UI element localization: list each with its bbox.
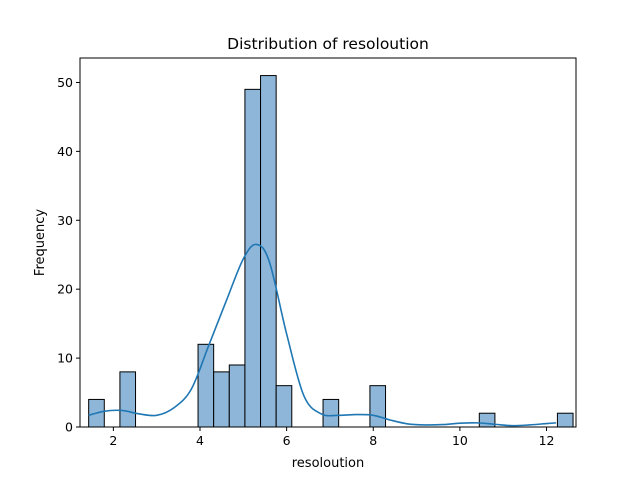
x-axis-ticks: 2 4 6 8 10 12 [109, 427, 554, 448]
x-tick-label: 6 [283, 433, 291, 448]
histogram-bar [275, 385, 293, 428]
histogram-bar [197, 343, 215, 428]
histogram-bar [119, 371, 137, 428]
x-tick-label: 12 [539, 433, 555, 448]
histogram-bar [369, 385, 387, 428]
x-tick-label: 2 [109, 433, 117, 448]
y-tick-label: 40 [57, 144, 73, 159]
y-tick-label: 20 [57, 282, 73, 297]
y-tick-label: 50 [57, 75, 73, 90]
histogram-bar [228, 364, 246, 428]
y-tick-label: 30 [57, 213, 73, 228]
y-axis-label: Frequency [33, 209, 48, 276]
histogram-bar [244, 88, 262, 428]
x-tick-label: 4 [196, 433, 204, 448]
y-tick-label: 0 [65, 420, 73, 435]
x-tick-label: 8 [369, 433, 377, 448]
plot-frame [79, 57, 577, 428]
x-tick-label: 10 [452, 433, 468, 448]
histogram-bar [322, 398, 340, 428]
histogram-bar [556, 412, 574, 428]
histogram-bar [260, 75, 277, 428]
chart-title: Distribution of resoloution [227, 35, 429, 53]
y-axis-ticks: 0 10 20 30 40 50 [57, 75, 80, 435]
histogram-bar [213, 371, 230, 428]
histogram-bar [478, 412, 496, 428]
kde-curve [88, 243, 557, 427]
histogram-bars [88, 75, 574, 428]
x-axis-label: resoloution [292, 456, 365, 471]
y-tick-label: 10 [57, 351, 73, 366]
